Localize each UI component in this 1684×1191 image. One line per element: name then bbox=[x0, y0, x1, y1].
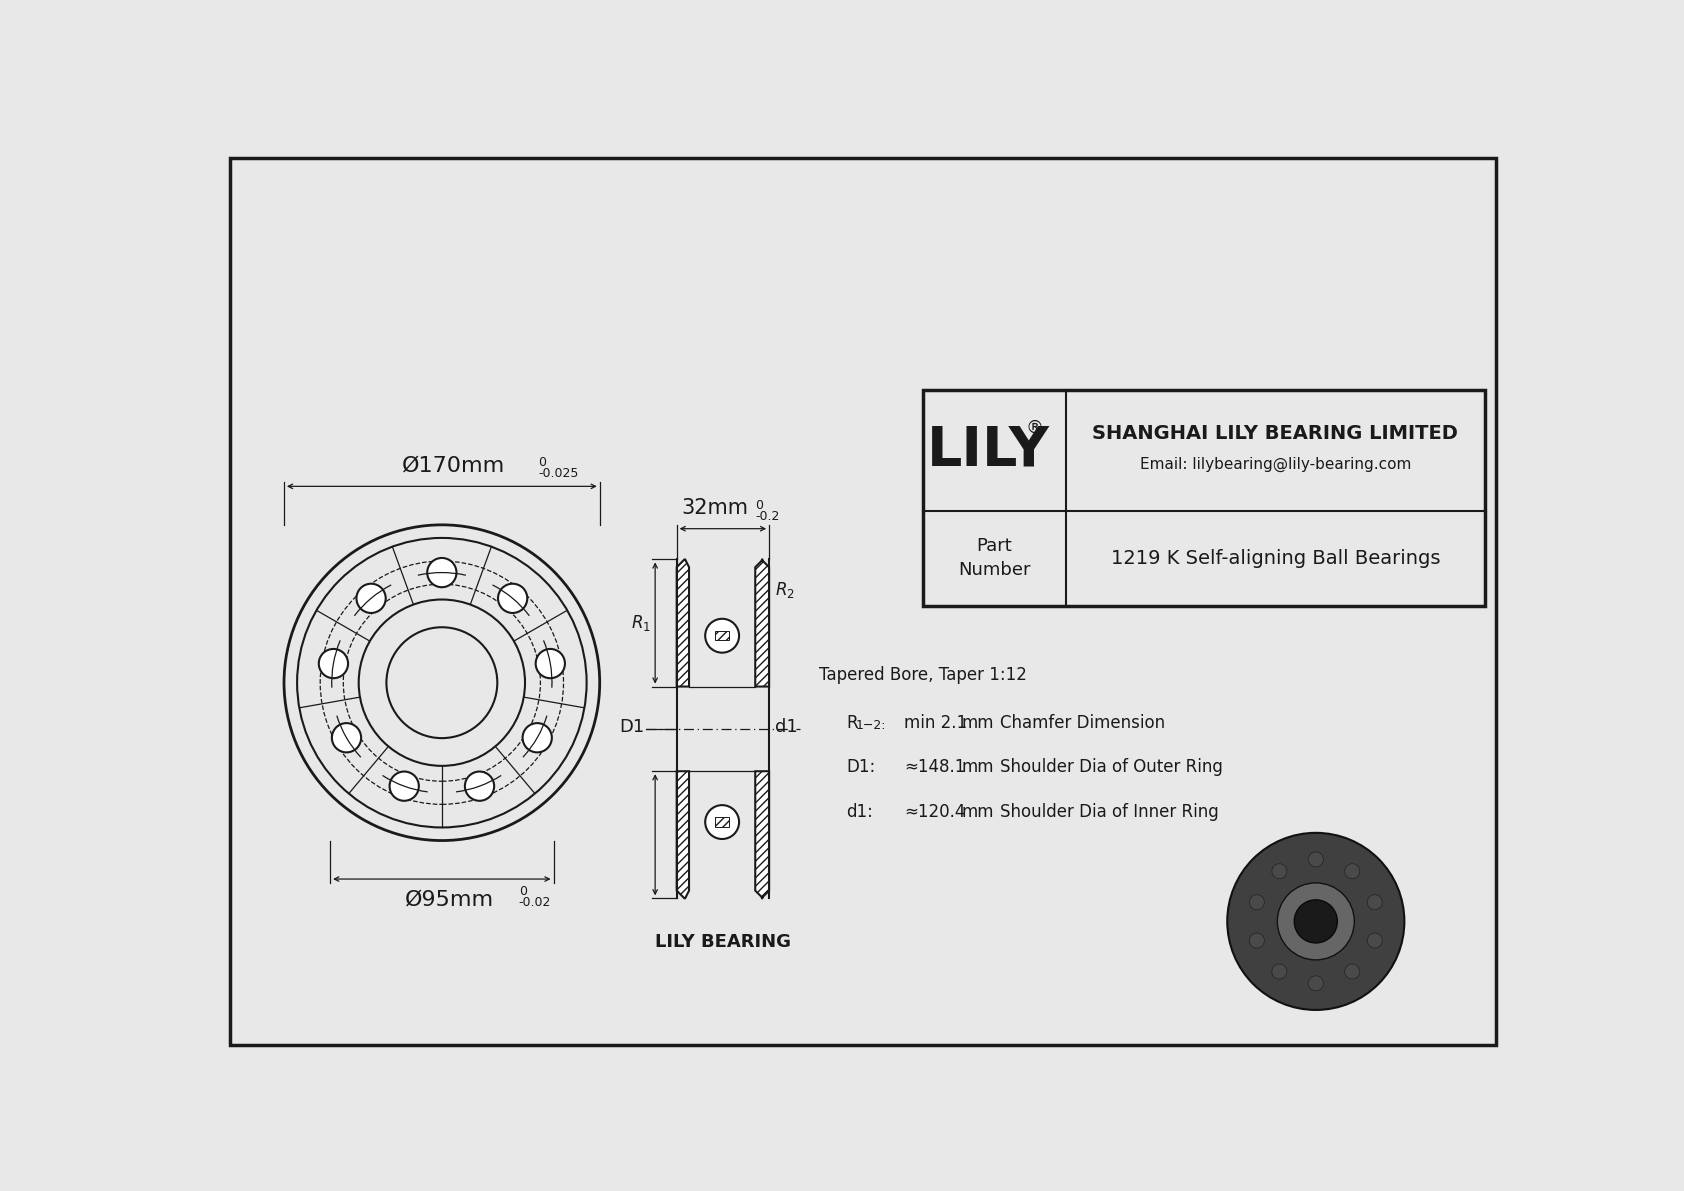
Text: -0.025: -0.025 bbox=[539, 467, 579, 480]
Circle shape bbox=[1271, 964, 1287, 979]
Text: mm: mm bbox=[962, 803, 994, 821]
Polygon shape bbox=[677, 772, 689, 898]
Text: ≈120.4: ≈120.4 bbox=[904, 803, 965, 821]
Text: R: R bbox=[845, 713, 857, 731]
Polygon shape bbox=[716, 817, 729, 827]
Text: ®: ® bbox=[1026, 418, 1044, 436]
Text: Part
Number: Part Number bbox=[958, 537, 1031, 579]
Circle shape bbox=[1271, 863, 1287, 879]
Circle shape bbox=[332, 723, 360, 753]
Circle shape bbox=[1346, 863, 1359, 879]
Text: min 2.1: min 2.1 bbox=[904, 713, 967, 731]
Circle shape bbox=[498, 584, 527, 613]
Text: 0: 0 bbox=[754, 499, 763, 512]
Text: Tapered Bore, Taper 1:12: Tapered Bore, Taper 1:12 bbox=[818, 666, 1027, 684]
Text: 1219 K Self-aligning Ball Bearings: 1219 K Self-aligning Ball Bearings bbox=[1111, 549, 1440, 568]
Text: ≈148.1: ≈148.1 bbox=[904, 759, 965, 777]
Text: SHANGHAI LILY BEARING LIMITED: SHANGHAI LILY BEARING LIMITED bbox=[1093, 424, 1458, 443]
Polygon shape bbox=[754, 560, 770, 686]
Text: 0: 0 bbox=[539, 456, 546, 469]
Circle shape bbox=[522, 723, 552, 753]
Circle shape bbox=[1250, 894, 1265, 910]
Text: -0.02: -0.02 bbox=[519, 896, 551, 909]
Circle shape bbox=[1308, 852, 1324, 867]
Circle shape bbox=[1228, 833, 1404, 1010]
Polygon shape bbox=[677, 560, 689, 686]
Circle shape bbox=[536, 649, 564, 678]
Text: D1:: D1: bbox=[845, 759, 876, 777]
Text: D1: D1 bbox=[620, 718, 645, 736]
Polygon shape bbox=[716, 631, 729, 641]
Circle shape bbox=[1308, 975, 1324, 991]
Circle shape bbox=[318, 649, 349, 678]
Circle shape bbox=[706, 619, 739, 653]
Circle shape bbox=[1367, 894, 1383, 910]
Circle shape bbox=[1346, 964, 1359, 979]
Circle shape bbox=[465, 772, 493, 800]
Circle shape bbox=[706, 805, 739, 838]
Text: Chamfer Dimension: Chamfer Dimension bbox=[1000, 713, 1165, 731]
Text: 0: 0 bbox=[519, 885, 527, 898]
Bar bbox=[923, 391, 1485, 606]
Text: $R_2$: $R_2$ bbox=[775, 580, 795, 600]
Text: LILY: LILY bbox=[926, 424, 1049, 478]
Text: -0.2: -0.2 bbox=[754, 510, 780, 523]
Polygon shape bbox=[754, 772, 770, 898]
Text: $R_1$: $R_1$ bbox=[630, 613, 650, 632]
Text: LILY BEARING: LILY BEARING bbox=[655, 933, 791, 950]
Text: Ø170mm: Ø170mm bbox=[402, 456, 505, 475]
Circle shape bbox=[389, 772, 419, 800]
Text: mm: mm bbox=[962, 759, 994, 777]
Text: Shoulder Dia of Inner Ring: Shoulder Dia of Inner Ring bbox=[1000, 803, 1219, 821]
Circle shape bbox=[1295, 900, 1337, 943]
Text: Email: lilybearing@lily-bearing.com: Email: lilybearing@lily-bearing.com bbox=[1140, 456, 1411, 472]
Circle shape bbox=[1276, 883, 1354, 960]
Text: Ø95mm: Ø95mm bbox=[404, 890, 493, 910]
Text: 1−2:: 1−2: bbox=[855, 719, 886, 732]
Text: 32mm: 32mm bbox=[682, 498, 749, 518]
Text: mm: mm bbox=[962, 713, 994, 731]
Circle shape bbox=[1367, 933, 1383, 948]
Circle shape bbox=[1250, 933, 1265, 948]
Text: Shoulder Dia of Outer Ring: Shoulder Dia of Outer Ring bbox=[1000, 759, 1223, 777]
Circle shape bbox=[357, 584, 386, 613]
Text: d1: d1 bbox=[775, 718, 798, 736]
Text: d1:: d1: bbox=[845, 803, 872, 821]
Circle shape bbox=[428, 557, 456, 587]
